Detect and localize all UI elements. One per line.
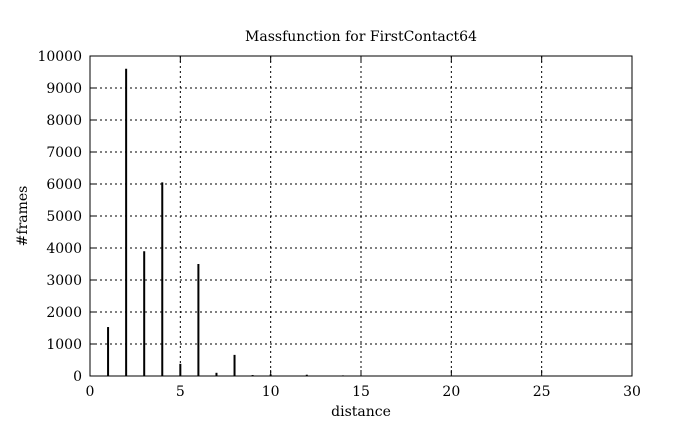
x-tick-label: 25 bbox=[533, 384, 551, 400]
y-tick-label: 6000 bbox=[46, 177, 82, 193]
y-tick-label: 7000 bbox=[46, 145, 82, 161]
y-tick-label: 5000 bbox=[46, 209, 82, 225]
bars bbox=[107, 68, 344, 376]
x-tick-label: 10 bbox=[262, 384, 280, 400]
y-tick-label: 0 bbox=[73, 369, 82, 385]
grid bbox=[90, 56, 632, 376]
ticks: 0 5 10 15 20 25 30 0 1000 2000 3000 4000 5000 6000 700… bbox=[37, 49, 640, 400]
x-tick-label: 5 bbox=[176, 384, 185, 400]
y-tick-label: 1000 bbox=[46, 337, 82, 353]
y-tick-label: 4000 bbox=[46, 241, 82, 257]
x-tick-label: 30 bbox=[623, 384, 641, 400]
x-tick-label: 15 bbox=[352, 384, 370, 400]
x-tick-label: 0 bbox=[86, 384, 95, 400]
y-tick-label: 10000 bbox=[37, 49, 82, 65]
chart-title: Massfunction for FirstContact64 bbox=[245, 29, 477, 45]
y-tick-label: 2000 bbox=[46, 305, 82, 321]
y-axis-label: #frames bbox=[15, 186, 31, 247]
x-tick-label: 20 bbox=[442, 384, 460, 400]
y-tick-label: 3000 bbox=[46, 273, 82, 289]
y-tick-label: 8000 bbox=[46, 113, 82, 129]
y-tick-label: 9000 bbox=[46, 81, 82, 97]
x-axis-label: distance bbox=[331, 404, 391, 420]
